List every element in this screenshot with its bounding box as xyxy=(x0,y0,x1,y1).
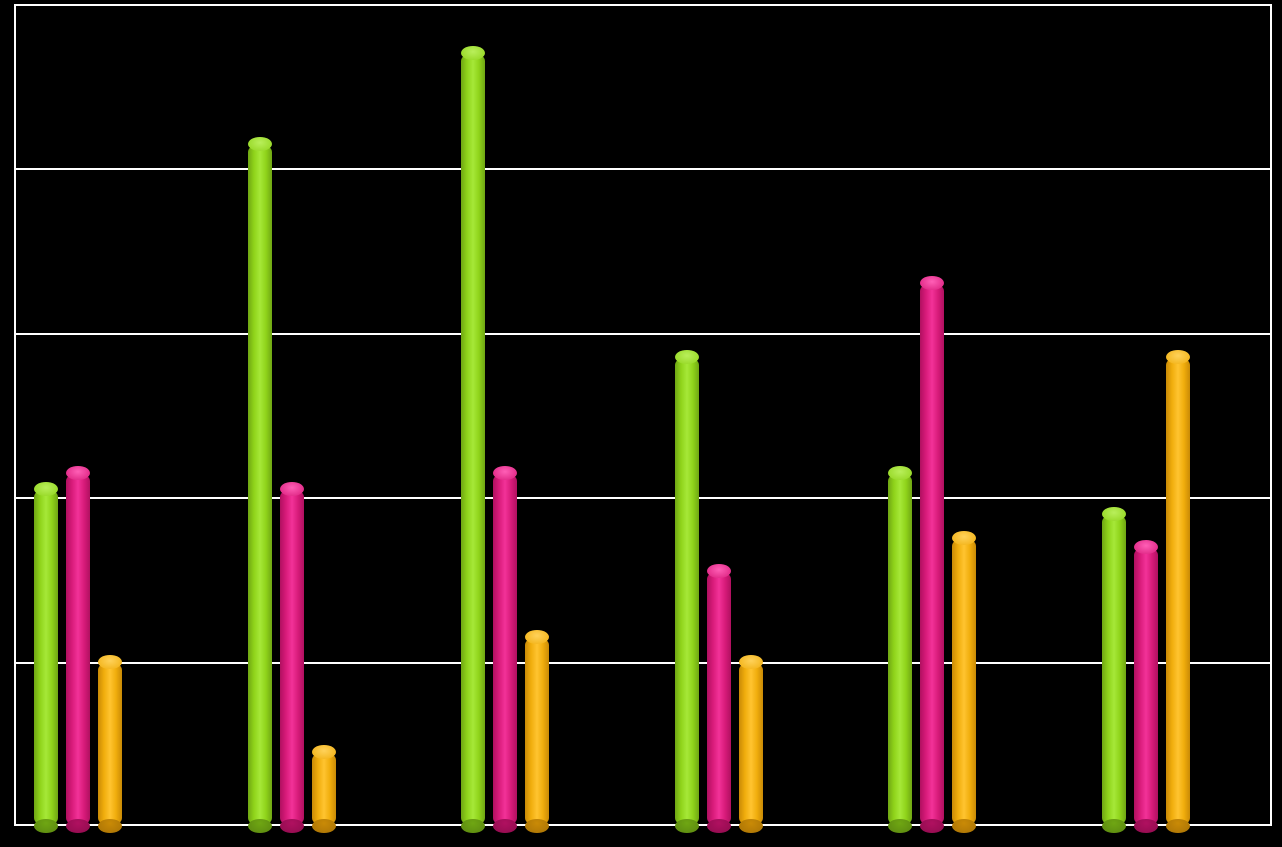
bar-s3 xyxy=(312,752,336,826)
bar-s1 xyxy=(888,473,912,826)
bar-s1 xyxy=(248,144,272,826)
gridline xyxy=(14,333,1272,335)
bar-s3 xyxy=(952,538,976,826)
plot-border xyxy=(14,4,16,826)
bar-chart xyxy=(0,0,1282,847)
bar-s1 xyxy=(461,53,485,826)
bar-s2 xyxy=(493,473,517,826)
bar-s1 xyxy=(675,357,699,826)
bar-s2 xyxy=(1134,547,1158,826)
bar-s3 xyxy=(1166,357,1190,826)
bar-s2 xyxy=(920,283,944,826)
bar-s2 xyxy=(66,473,90,826)
bar-s3 xyxy=(739,662,763,826)
plot-area xyxy=(14,4,1272,826)
bar-s3 xyxy=(98,662,122,826)
gridline xyxy=(14,168,1272,170)
gridline xyxy=(14,497,1272,499)
bar-s1 xyxy=(1102,514,1126,826)
bar-s1 xyxy=(34,489,58,826)
bar-s3 xyxy=(525,637,549,826)
bar-s2 xyxy=(707,571,731,826)
gridline xyxy=(14,4,1272,6)
plot-border xyxy=(14,824,1272,826)
plot-border xyxy=(1270,4,1272,826)
gridline xyxy=(14,662,1272,664)
bar-s2 xyxy=(280,489,304,826)
